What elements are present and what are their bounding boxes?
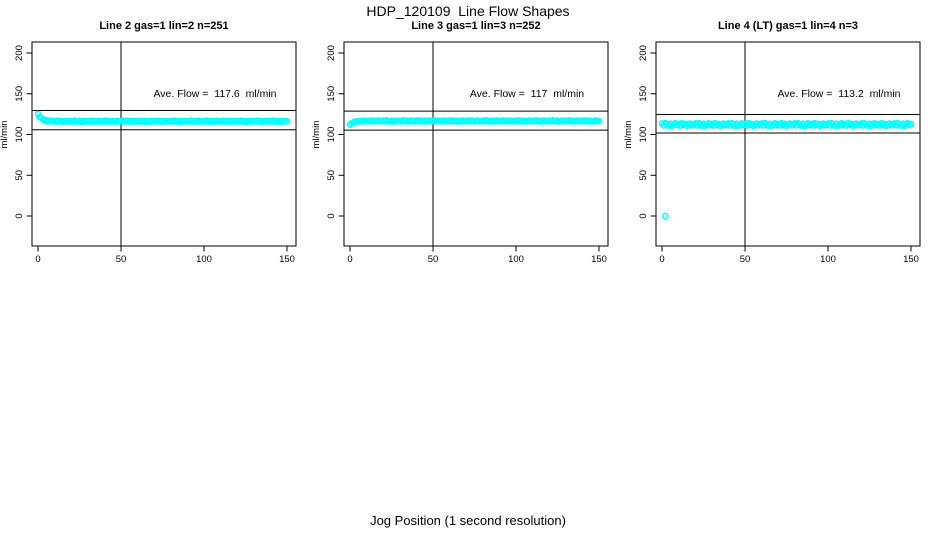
x-axis-label: Jog Position (1 second resolution) — [370, 513, 566, 528]
panel-title: Line 2 gas=1 lin=2 n=251 — [99, 20, 229, 32]
svg-text:ml/min: ml/min — [0, 121, 10, 149]
ave-flow-annotation: Ave. Flow = 117 ml/min — [469, 88, 585, 100]
svg-text:100: 100 — [638, 127, 649, 143]
svg-text:100: 100 — [14, 127, 25, 143]
svg-text:100: 100 — [196, 254, 212, 265]
svg-text:150: 150 — [326, 86, 337, 102]
main-title: HDP_120109 Line Flow Shapes — [366, 3, 570, 19]
svg-text:150: 150 — [591, 254, 607, 265]
svg-text:100: 100 — [326, 127, 337, 143]
svg-text:50: 50 — [116, 254, 127, 265]
svg-text:200: 200 — [638, 45, 649, 61]
line-2-scatter-plot: 0 50 100 150 200 0 50 100 150 ml/min — [0, 41, 297, 265]
ave-flow-annotation: Ave. Flow = 117.6 ml/min — [153, 88, 277, 100]
svg-text:0: 0 — [638, 213, 649, 218]
svg-text:ml/min: ml/min — [312, 121, 322, 149]
svg-text:0: 0 — [14, 213, 25, 218]
svg-text:150: 150 — [903, 254, 919, 265]
svg-text:0: 0 — [659, 254, 664, 265]
line-3-scatter-plot: 0 50 100 150 200 0 50 100 150 ml/min — [312, 41, 609, 265]
panel-line-4: 0 50 100 150 200 0 50 100 150 ml/min Line 4 (LT) … — [624, 18, 936, 284]
svg-text:200: 200 — [14, 45, 25, 61]
svg-text:100: 100 — [820, 254, 836, 265]
svg-text:50: 50 — [740, 254, 751, 265]
svg-text:0: 0 — [347, 254, 352, 265]
panel-line-2: 0 50 100 150 200 0 50 100 150 ml/min Line 2 gas=1… — [0, 18, 312, 284]
svg-text:ml/min: ml/min — [624, 121, 634, 149]
panel-title: Line 3 gas=1 lin=3 n=252 — [411, 20, 541, 32]
panel-title: Line 4 (LT) gas=1 lin=4 n=3 — [717, 20, 859, 32]
svg-text:50: 50 — [428, 254, 439, 265]
svg-text:150: 150 — [638, 86, 649, 102]
svg-text:50: 50 — [638, 170, 649, 181]
svg-text:200: 200 — [326, 45, 337, 61]
svg-text:0: 0 — [326, 213, 337, 218]
line-4-scatter-plot: 0 50 100 150 200 0 50 100 150 ml/min — [624, 41, 921, 265]
svg-text:150: 150 — [279, 254, 295, 265]
svg-text:150: 150 — [14, 86, 25, 102]
svg-text:0: 0 — [35, 254, 40, 265]
panel-line-3: 0 50 100 150 200 0 50 100 150 ml/min Line 3 gas=1… — [312, 18, 624, 284]
ave-flow-annotation: Ave. Flow = 113.2 ml/min — [777, 88, 901, 100]
svg-text:50: 50 — [326, 170, 337, 181]
svg-text:100: 100 — [508, 254, 524, 265]
svg-text:50: 50 — [14, 170, 25, 181]
